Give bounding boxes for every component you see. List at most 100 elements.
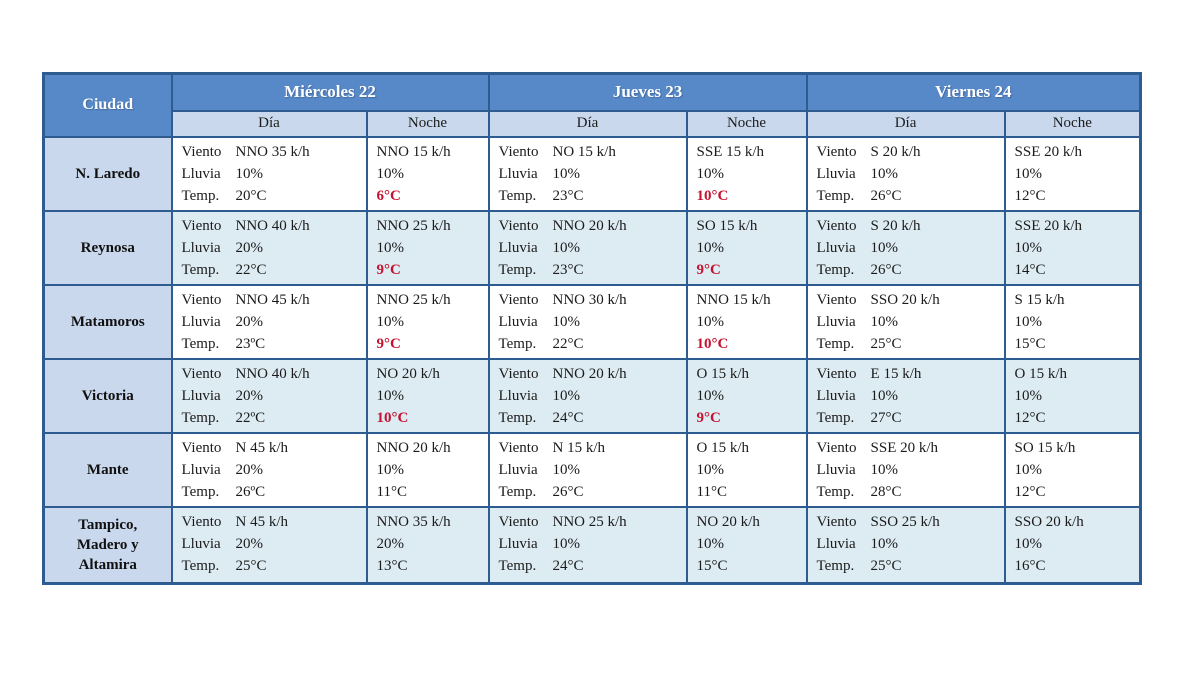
forecast-line: 12°C [1015, 185, 1136, 207]
forecast-line: Viento E 15 k/h [817, 363, 1000, 385]
forecast-line: Viento SSE 20 k/h [817, 437, 1000, 459]
line-value: NNO 40 k/h [235, 217, 310, 234]
line-value: 10% [696, 387, 725, 404]
line-value: 10% [376, 461, 405, 478]
forecast-line: 10% [1015, 385, 1136, 407]
forecast-cell-night: NO 20 k/h 10% 15°C [685, 505, 808, 585]
forecast-line: 10% [377, 459, 484, 481]
line-value: 22°C [235, 261, 267, 278]
line-label: Temp. [498, 409, 537, 426]
day-group-viernes: Viernes 24 [805, 72, 1142, 112]
forecast-line: 20% [377, 533, 484, 555]
forecast-cell-day: Viento NNO 20 k/h Lluvia 10% Temp. 24°C [487, 357, 688, 434]
line-label: Temp. [816, 409, 855, 426]
line-value: NNO 40 k/h [235, 365, 310, 382]
line-label: Lluvia [498, 387, 538, 404]
line-label: Lluvia [498, 239, 538, 256]
line-label: Lluvia [498, 313, 538, 330]
forecast-line: Viento NNO 30 k/h [499, 289, 682, 311]
forecast-cell-night: SSE 20 k/h 10% 12°C [1003, 135, 1142, 212]
temp-value-alert: 6°C [376, 187, 401, 204]
line-value: 10% [1014, 165, 1043, 182]
line-value: 10% [376, 239, 405, 256]
forecast-line: Viento NNO 40 k/h [182, 215, 362, 237]
line-value: SSE 20 k/h [1014, 143, 1083, 160]
table-row: N. Laredo Viento NNO 35 k/h Lluvia 10% Temp. 2… [42, 135, 1142, 212]
forecast-cell-day: Viento E 15 k/h Lluvia 10% Temp. 27°C [805, 357, 1006, 434]
forecast-line: Temp. 24°C [499, 555, 682, 577]
forecast-line: SO 15 k/h [697, 215, 802, 237]
line-value: 10% [870, 165, 899, 182]
line-value: 10% [376, 387, 405, 404]
line-value: 23ºC [235, 335, 266, 352]
line-value: 28°C [870, 483, 902, 500]
line-value: NO 15 k/h [552, 143, 616, 160]
forecast-line: O 15 k/h [697, 437, 802, 459]
forecast-line: Viento NO 15 k/h [499, 141, 682, 163]
forecast-line: Lluvia 10% [817, 385, 1000, 407]
line-value: NO 20 k/h [696, 513, 760, 530]
line-value: 10% [696, 165, 725, 182]
line-value: 10% [376, 313, 405, 330]
line-label: Lluvia [816, 239, 856, 256]
line-value: 26°C [870, 187, 902, 204]
forecast-line: NNO 35 k/h [377, 511, 484, 533]
forecast-line: Lluvia 10% [499, 385, 682, 407]
forecast-line: 10% [377, 237, 484, 259]
forecast-line: Temp. 27°C [817, 407, 1000, 429]
forecast-line: Temp. 23°C [499, 185, 682, 207]
line-value: 25°C [870, 335, 902, 352]
line-value: 10% [870, 239, 899, 256]
line-label: Lluvia [498, 461, 538, 478]
line-value: 12°C [1014, 409, 1046, 426]
forecast-cell-day: Viento SSO 25 k/h Lluvia 10% Temp. 25°C [805, 505, 1006, 585]
forecast-line: 10% [1015, 459, 1136, 481]
forecast-cell-day: Viento NNO 30 k/h Lluvia 10% Temp. 22°C [487, 283, 688, 360]
line-value: NNO 20 k/h [376, 439, 451, 456]
line-label: Temp. [816, 187, 855, 204]
forecast-line: Temp. 23°C [499, 259, 682, 281]
line-label: Temp. [181, 187, 220, 204]
line-value: 20°C [235, 187, 267, 204]
line-label: Temp. [498, 187, 537, 204]
forecast-line: Lluvia 10% [817, 163, 1000, 185]
forecast-line: NNO 25 k/h [377, 215, 484, 237]
forecast-line: Lluvia 10% [182, 163, 362, 185]
line-label: Lluvia [816, 165, 856, 182]
forecast-line: NNO 20 k/h [377, 437, 484, 459]
line-value: NNO 25 k/h [376, 291, 451, 308]
forecast-line: Viento S 20 k/h [817, 141, 1000, 163]
line-value: NNO 25 k/h [376, 217, 451, 234]
line-label: Temp. [816, 557, 855, 574]
forecast-line: Lluvia 10% [499, 163, 682, 185]
forecast-line: Viento NNO 35 k/h [182, 141, 362, 163]
forecast-line: Lluvia 10% [499, 237, 682, 259]
line-value: SSO 20 k/h [870, 291, 940, 308]
forecast-line: Lluvia 10% [817, 311, 1000, 333]
temp-value-alert: 9°C [696, 409, 721, 426]
forecast-line: Lluvia 10% [499, 311, 682, 333]
line-label: Viento [498, 217, 539, 234]
line-value: 11°C [376, 483, 407, 500]
line-value: NNO 20 k/h [552, 365, 627, 382]
forecast-line: NNO 15 k/h [377, 141, 484, 163]
line-value: 11°C [696, 483, 727, 500]
forecast-cell-night: NNO 25 k/h 10% 9°C [365, 283, 490, 360]
forecast-line: SSE 20 k/h [1015, 141, 1136, 163]
line-label: Lluvia [181, 165, 221, 182]
line-value: SO 15 k/h [1014, 439, 1076, 456]
line-label: Lluvia [498, 165, 538, 182]
forecast-table-container: Ciudad Miércoles 22 Jueves 23 Viernes 24… [42, 72, 1143, 585]
forecast-line: Viento N 45 k/h [182, 511, 362, 533]
line-label: Viento [816, 217, 857, 234]
day-group-row: Ciudad Miércoles 22 Jueves 23 Viernes 24 [42, 72, 1142, 138]
forecast-line: Temp. 26°C [817, 185, 1000, 207]
line-value: 22ºC [235, 409, 266, 426]
forecast-line: Viento N 45 k/h [182, 437, 362, 459]
forecast-line: 10% [697, 237, 802, 259]
forecast-line: Viento NNO 45 k/h [182, 289, 362, 311]
forecast-line: 10% [377, 385, 484, 407]
forecast-cell-night: NNO 15 k/h 10% 10°C [685, 283, 808, 360]
line-value: 20% [235, 535, 264, 552]
line-value: E 15 k/h [870, 365, 922, 382]
